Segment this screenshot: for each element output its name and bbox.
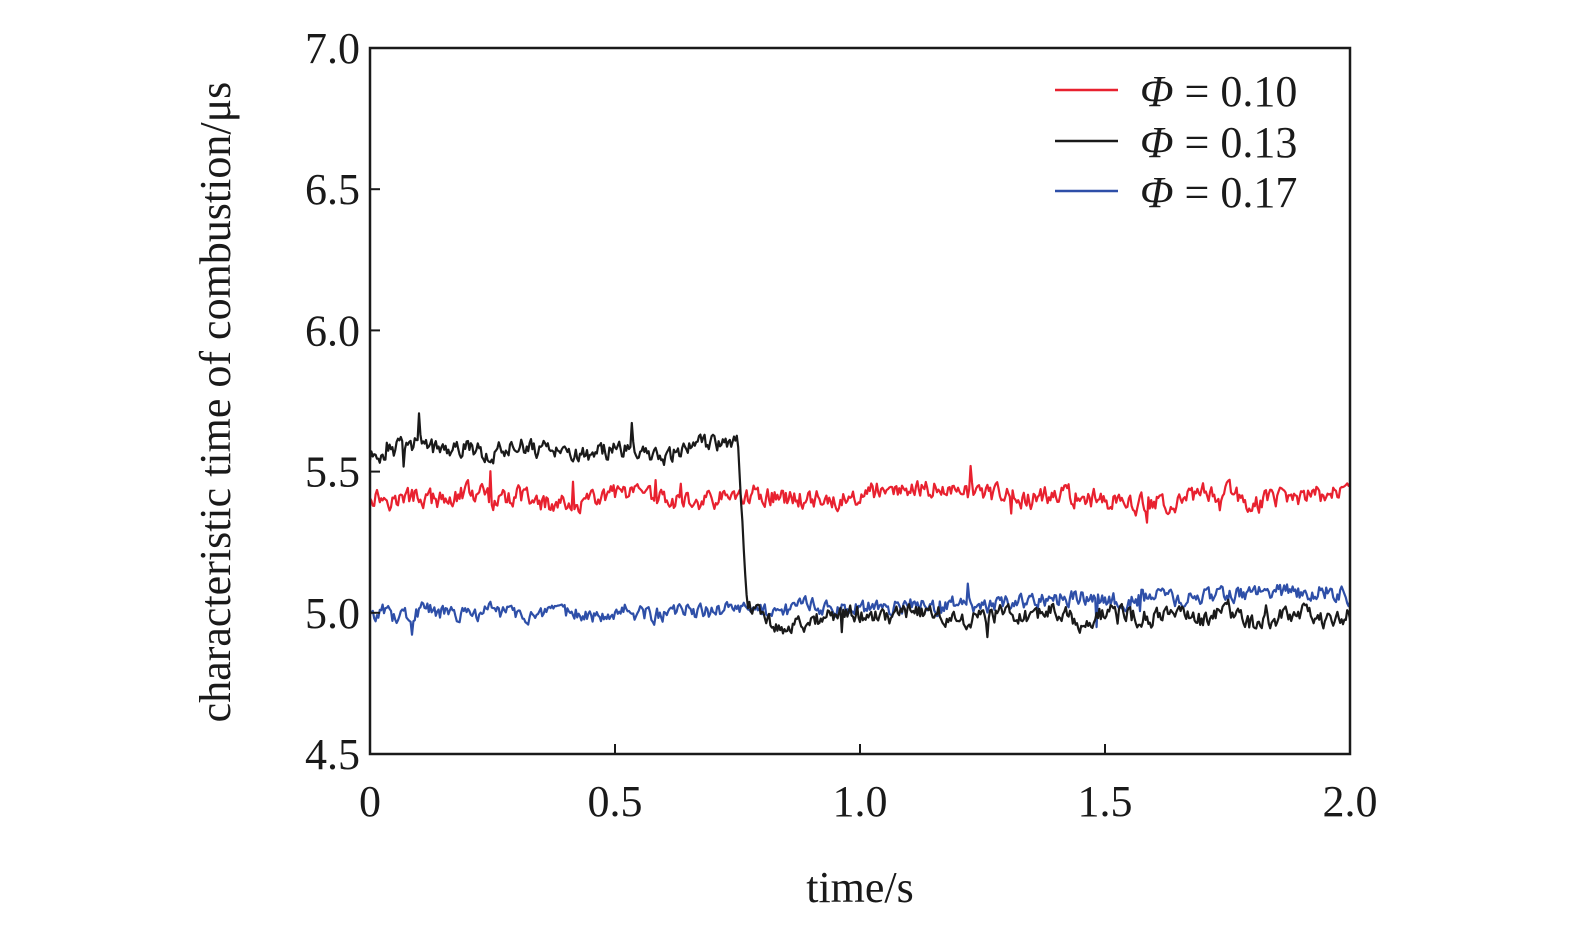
- x-tick-label: 2.0: [1323, 777, 1378, 826]
- x-axis-title: time/s: [806, 863, 914, 912]
- y-tick-label: 7.0: [305, 24, 360, 73]
- x-tick-label: 1.5: [1078, 777, 1133, 826]
- y-tick-label: 5.5: [305, 448, 360, 497]
- series-line: [369, 582, 1352, 636]
- y-tick-label: 5.0: [305, 589, 360, 638]
- legend: Φ = 0.10Φ = 0.13Φ = 0.17: [1055, 67, 1297, 217]
- x-tick-label: 1.0: [833, 777, 888, 826]
- plot-content: [368, 412, 1352, 639]
- x-tick-label: 0.5: [588, 777, 643, 826]
- legend-label: Φ = 0.13: [1140, 118, 1297, 167]
- axis-ticks: 0 0.5 1.0 1.5 2.0 4.5 5.0 5.5 6.0 6.5 7.0: [305, 24, 1378, 826]
- legend-label: Φ = 0.10: [1140, 67, 1297, 116]
- y-axis-title: characteristic time of combustion/μs: [191, 82, 240, 723]
- series-line: [369, 464, 1351, 524]
- y-tick-label: 6.5: [305, 165, 360, 214]
- x-tick-label: 0: [359, 777, 381, 826]
- y-tick-label: 6.0: [305, 306, 360, 355]
- series-line: [368, 412, 1352, 639]
- legend-label: Φ = 0.17: [1140, 168, 1297, 217]
- y-tick-label: 4.5: [305, 730, 360, 779]
